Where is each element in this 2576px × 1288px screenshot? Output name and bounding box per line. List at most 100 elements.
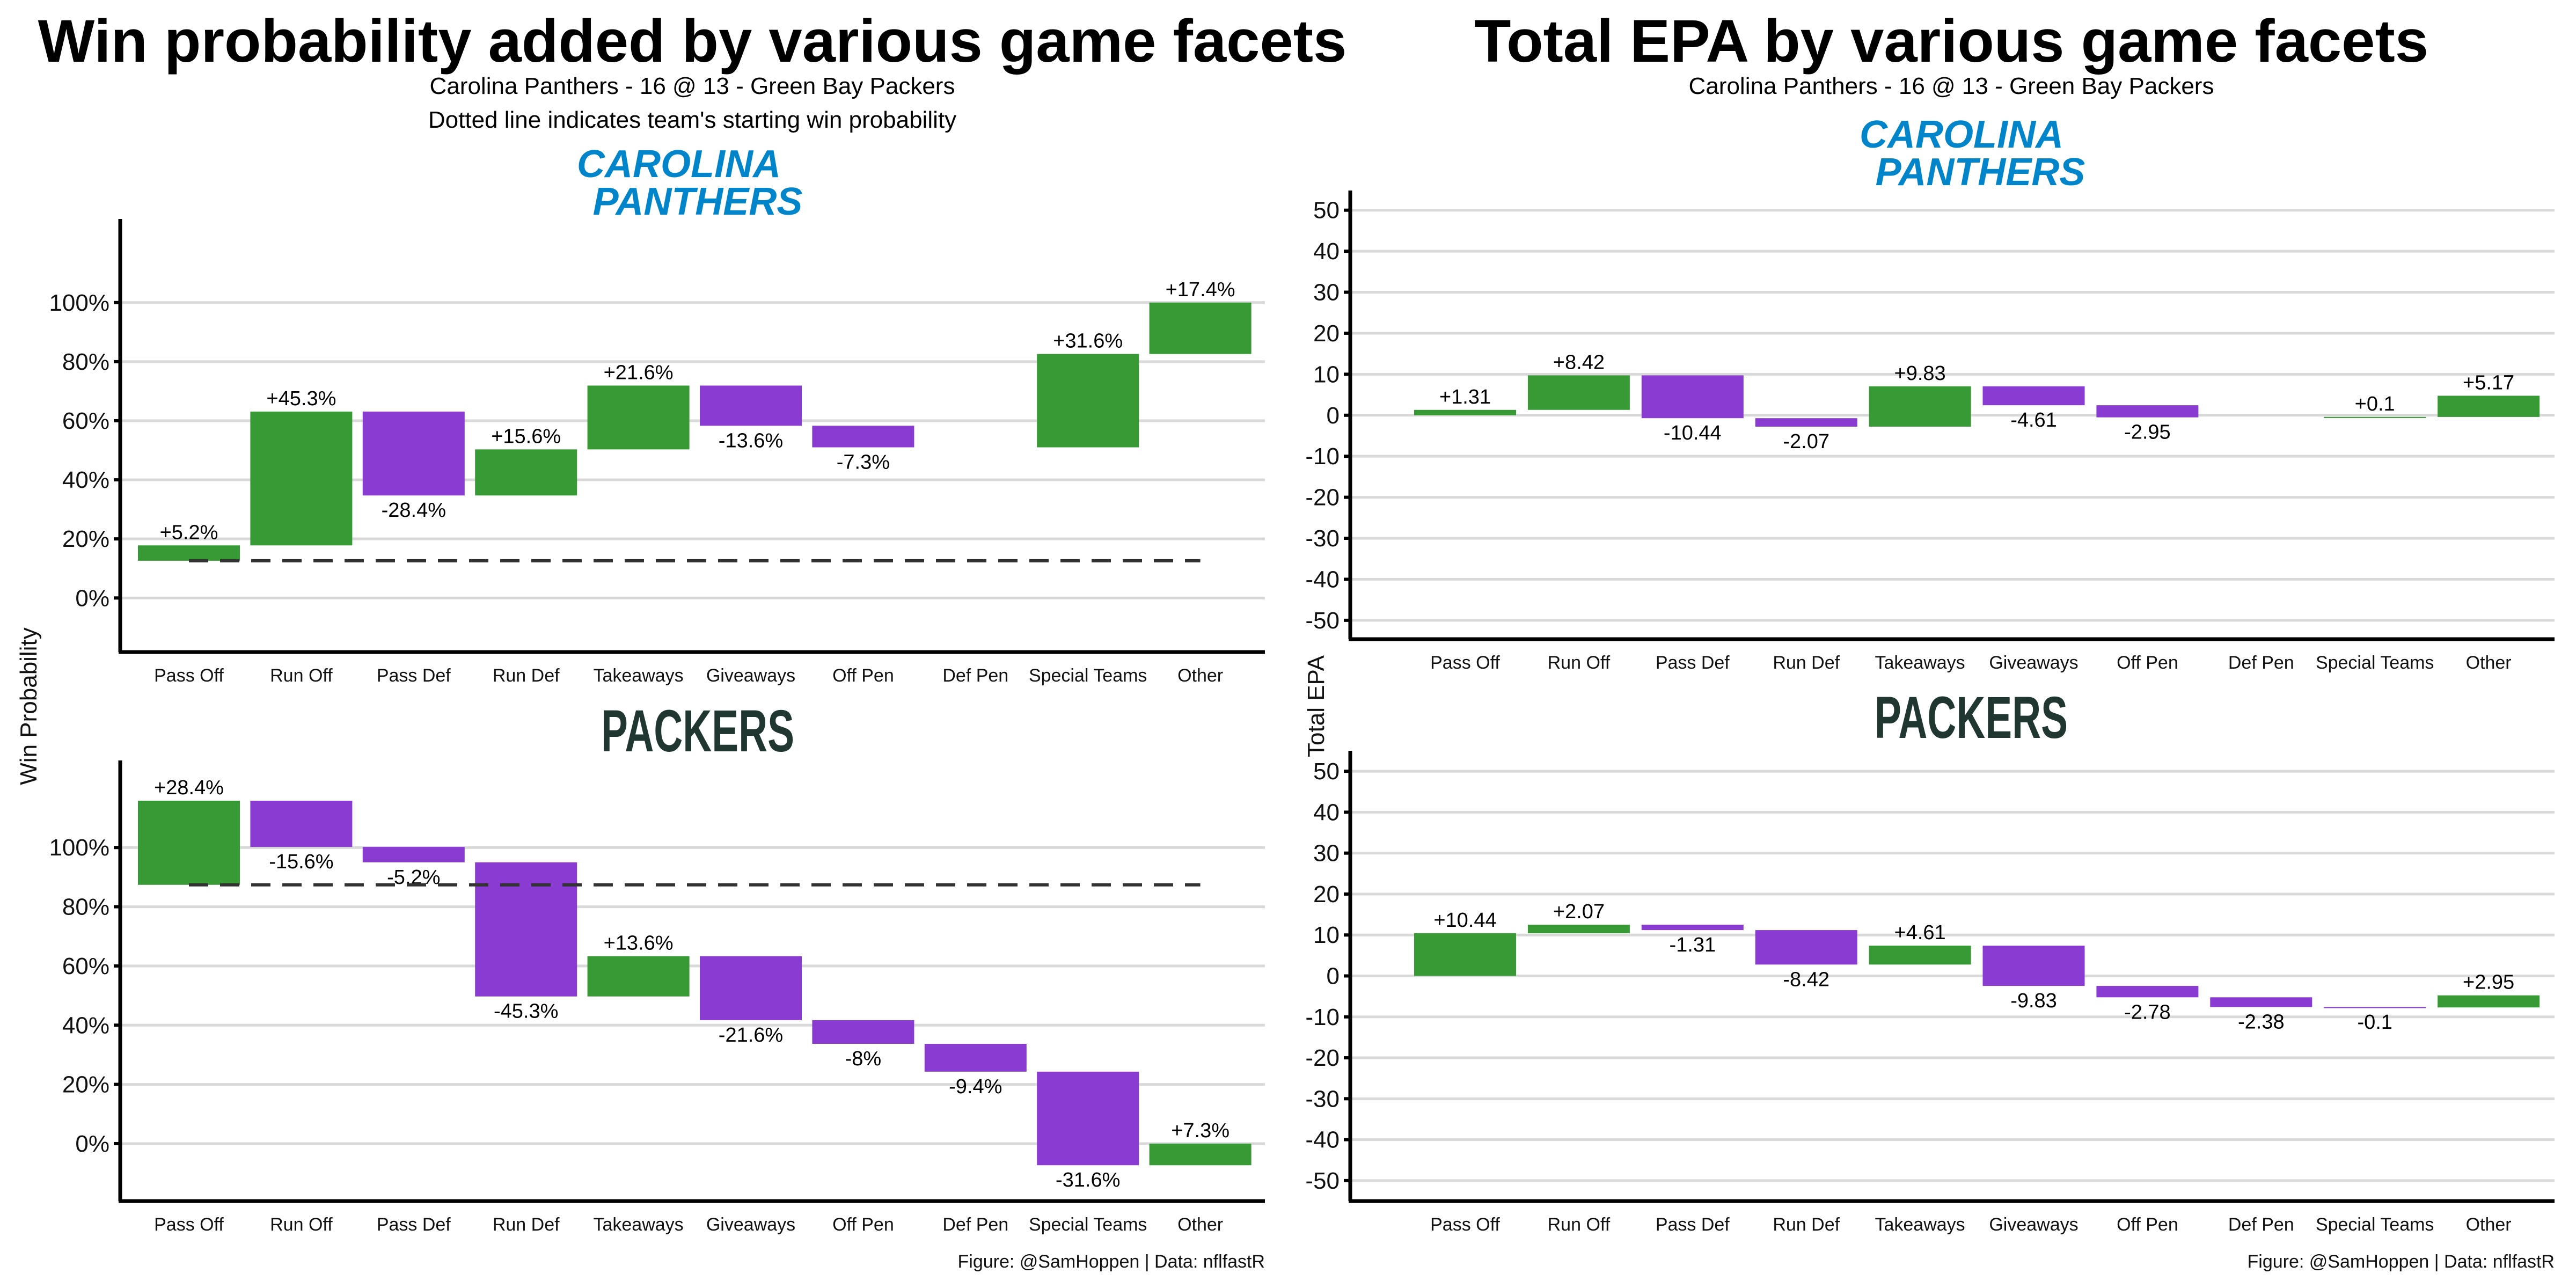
bar-positive (2438, 995, 2540, 1008)
y-tick-label: -40 (1305, 1127, 1340, 1153)
bar-value-label: -2.07 (1783, 430, 1829, 453)
x-tick-label: Other (1177, 665, 1223, 686)
bar-value-label: +28.4% (154, 777, 224, 799)
y-tick-label: 10 (1313, 922, 1340, 948)
bar-positive (138, 545, 240, 561)
bar-value-label: +8.42 (1553, 351, 1605, 374)
bar-positive (1869, 946, 1971, 965)
x-tick-label: Off Pen (2117, 653, 2178, 673)
bar-value-label: -2.95 (2124, 421, 2171, 444)
bar-negative (924, 1044, 1027, 1072)
y-tick-label: 40 (1313, 799, 1340, 825)
x-tick-label: Pass Off (154, 1214, 224, 1235)
x-tick-label: Off Pen (2117, 1214, 2178, 1235)
bar-negative (812, 1020, 914, 1044)
bar-value-label: -31.6% (1056, 1169, 1120, 1191)
bar-value-label: -4.61 (2010, 409, 2057, 431)
bar-value-label: -9.83 (2010, 990, 2057, 1012)
x-tick-label: Def Pen (2228, 653, 2294, 673)
bar-value-label: +1.31 (1439, 386, 1491, 408)
y-tick-label: 0% (75, 585, 109, 611)
x-tick-label: Pass Def (1656, 1214, 1730, 1235)
bar-value-label: -45.3% (494, 1000, 558, 1023)
x-tick-label: Def Pen (2228, 1214, 2294, 1235)
bar-value-label: +4.61 (1894, 921, 1946, 944)
y-tick-label: 20 (1313, 320, 1340, 347)
bar-value-label: +10.44 (1433, 909, 1496, 932)
panthers-logo-line1: CAROLINA (1860, 113, 2063, 156)
bar-value-label: +9.83 (1894, 362, 1946, 385)
bar-negative (2210, 997, 2312, 1007)
y-tick-label: 40% (62, 467, 109, 493)
x-tick-label: Takeaways (1875, 653, 1965, 673)
right-chart-title: Total EPA by various game facets (1474, 8, 2428, 75)
x-tick-label: Pass Off (154, 665, 224, 686)
x-tick-label: Other (2466, 1214, 2512, 1235)
x-tick-label: Run Off (270, 1214, 333, 1235)
panthers-logo-line2: PANTHERS (1876, 151, 2085, 194)
bar-positive (2438, 396, 2540, 417)
y-tick-label: 80% (62, 349, 109, 375)
left-y-axis-label: Win Probability (16, 627, 42, 785)
bar-negative (1755, 930, 1857, 965)
bar-negative (362, 411, 465, 496)
x-tick-label: Off Pen (832, 1214, 894, 1235)
left-chart-subtitle-note: Dotted line indicates team's starting wi… (428, 107, 956, 133)
left-chart-subtitle: Carolina Panthers - 16 @ 13 - Green Bay … (430, 73, 955, 99)
left-chart-title: Win probability added by various game fa… (38, 8, 1347, 75)
x-tick-label: Run Off (1548, 1214, 1611, 1235)
bar-value-label: -10.44 (1664, 422, 1722, 444)
x-tick-label: Giveaways (1989, 653, 2078, 673)
bar-negative (2324, 1007, 2426, 1008)
x-tick-label: Run Def (493, 1214, 560, 1235)
bar-value-label: -7.3% (837, 451, 890, 474)
bar-positive (1869, 386, 1971, 427)
x-tick-label: Off Pen (832, 665, 894, 686)
bar-value-label: -13.6% (719, 429, 783, 452)
y-tick-label: -30 (1305, 525, 1340, 552)
bar-value-label: -9.4% (949, 1075, 1002, 1098)
y-tick-label: 40 (1313, 238, 1340, 265)
x-tick-label: Other (1177, 1214, 1223, 1235)
bar-value-label: +7.3% (1171, 1119, 1230, 1142)
x-tick-label: Pass Def (377, 665, 451, 686)
packers-logo-right: PACKERS (1875, 685, 2068, 751)
y-tick-label: -10 (1305, 1004, 1340, 1030)
bar-value-label: +17.4% (1166, 279, 1235, 301)
y-tick-label: 20% (62, 1072, 109, 1098)
x-tick-label: Giveaways (706, 1214, 795, 1235)
panthers-logo-line2: PANTHERS (593, 180, 803, 223)
y-tick-label: 10 (1313, 361, 1340, 387)
x-tick-label: Other (2466, 653, 2512, 673)
bar-value-label: -8.42 (1783, 968, 1829, 991)
y-tick-label: 20 (1313, 881, 1340, 908)
bar-value-label: +15.6% (491, 425, 561, 448)
x-tick-label: Takeaways (593, 665, 683, 686)
packers-wp-panel: 0% 20% 40% 60% 80% 100% Pass Off +28.4% Run Off -… (49, 760, 1265, 1235)
panthers-logo-left: CAROLINA PANTHERS (577, 143, 802, 223)
bar-negative (1982, 946, 2085, 986)
x-tick-label: Special Teams (2316, 1214, 2434, 1235)
y-tick-label: 60% (62, 953, 109, 979)
x-tick-label: Special Teams (1029, 665, 1147, 686)
y-tick-label: 40% (62, 1012, 109, 1038)
bar-positive (250, 411, 353, 546)
y-tick-label: 100% (49, 835, 109, 861)
bar-positive (1037, 354, 1139, 448)
x-tick-label: Special Teams (2316, 653, 2434, 673)
bar-positive (1527, 375, 1630, 410)
bar-negative (1982, 386, 2085, 406)
x-tick-label: Special Teams (1029, 1214, 1147, 1235)
bar-negative (1641, 925, 1744, 931)
bar-value-label: +5.2% (160, 521, 218, 544)
y-tick-label: 0% (75, 1131, 109, 1157)
bar-negative (1641, 375, 1744, 419)
right-caption: Figure: @SamHoppen | Data: nflfastR (2248, 1252, 2555, 1272)
bar-value-label: +31.6% (1053, 330, 1123, 353)
panthers-wp-panel: 0% 20% 40% 60% 80% 100% Pass Off +5.2% Run Off +4… (49, 219, 1265, 686)
x-tick-label: Run Def (1773, 1214, 1840, 1235)
y-tick-label: 0 (1327, 402, 1340, 429)
panthers-epa-panel: -50 -40 -30 -20 -10 0 10 20 30 40 50 Pass Off +1.31 R… (1305, 191, 2555, 673)
panthers-logo-right: CAROLINA PANTHERS (1860, 113, 2085, 194)
y-tick-label: 60% (62, 408, 109, 434)
